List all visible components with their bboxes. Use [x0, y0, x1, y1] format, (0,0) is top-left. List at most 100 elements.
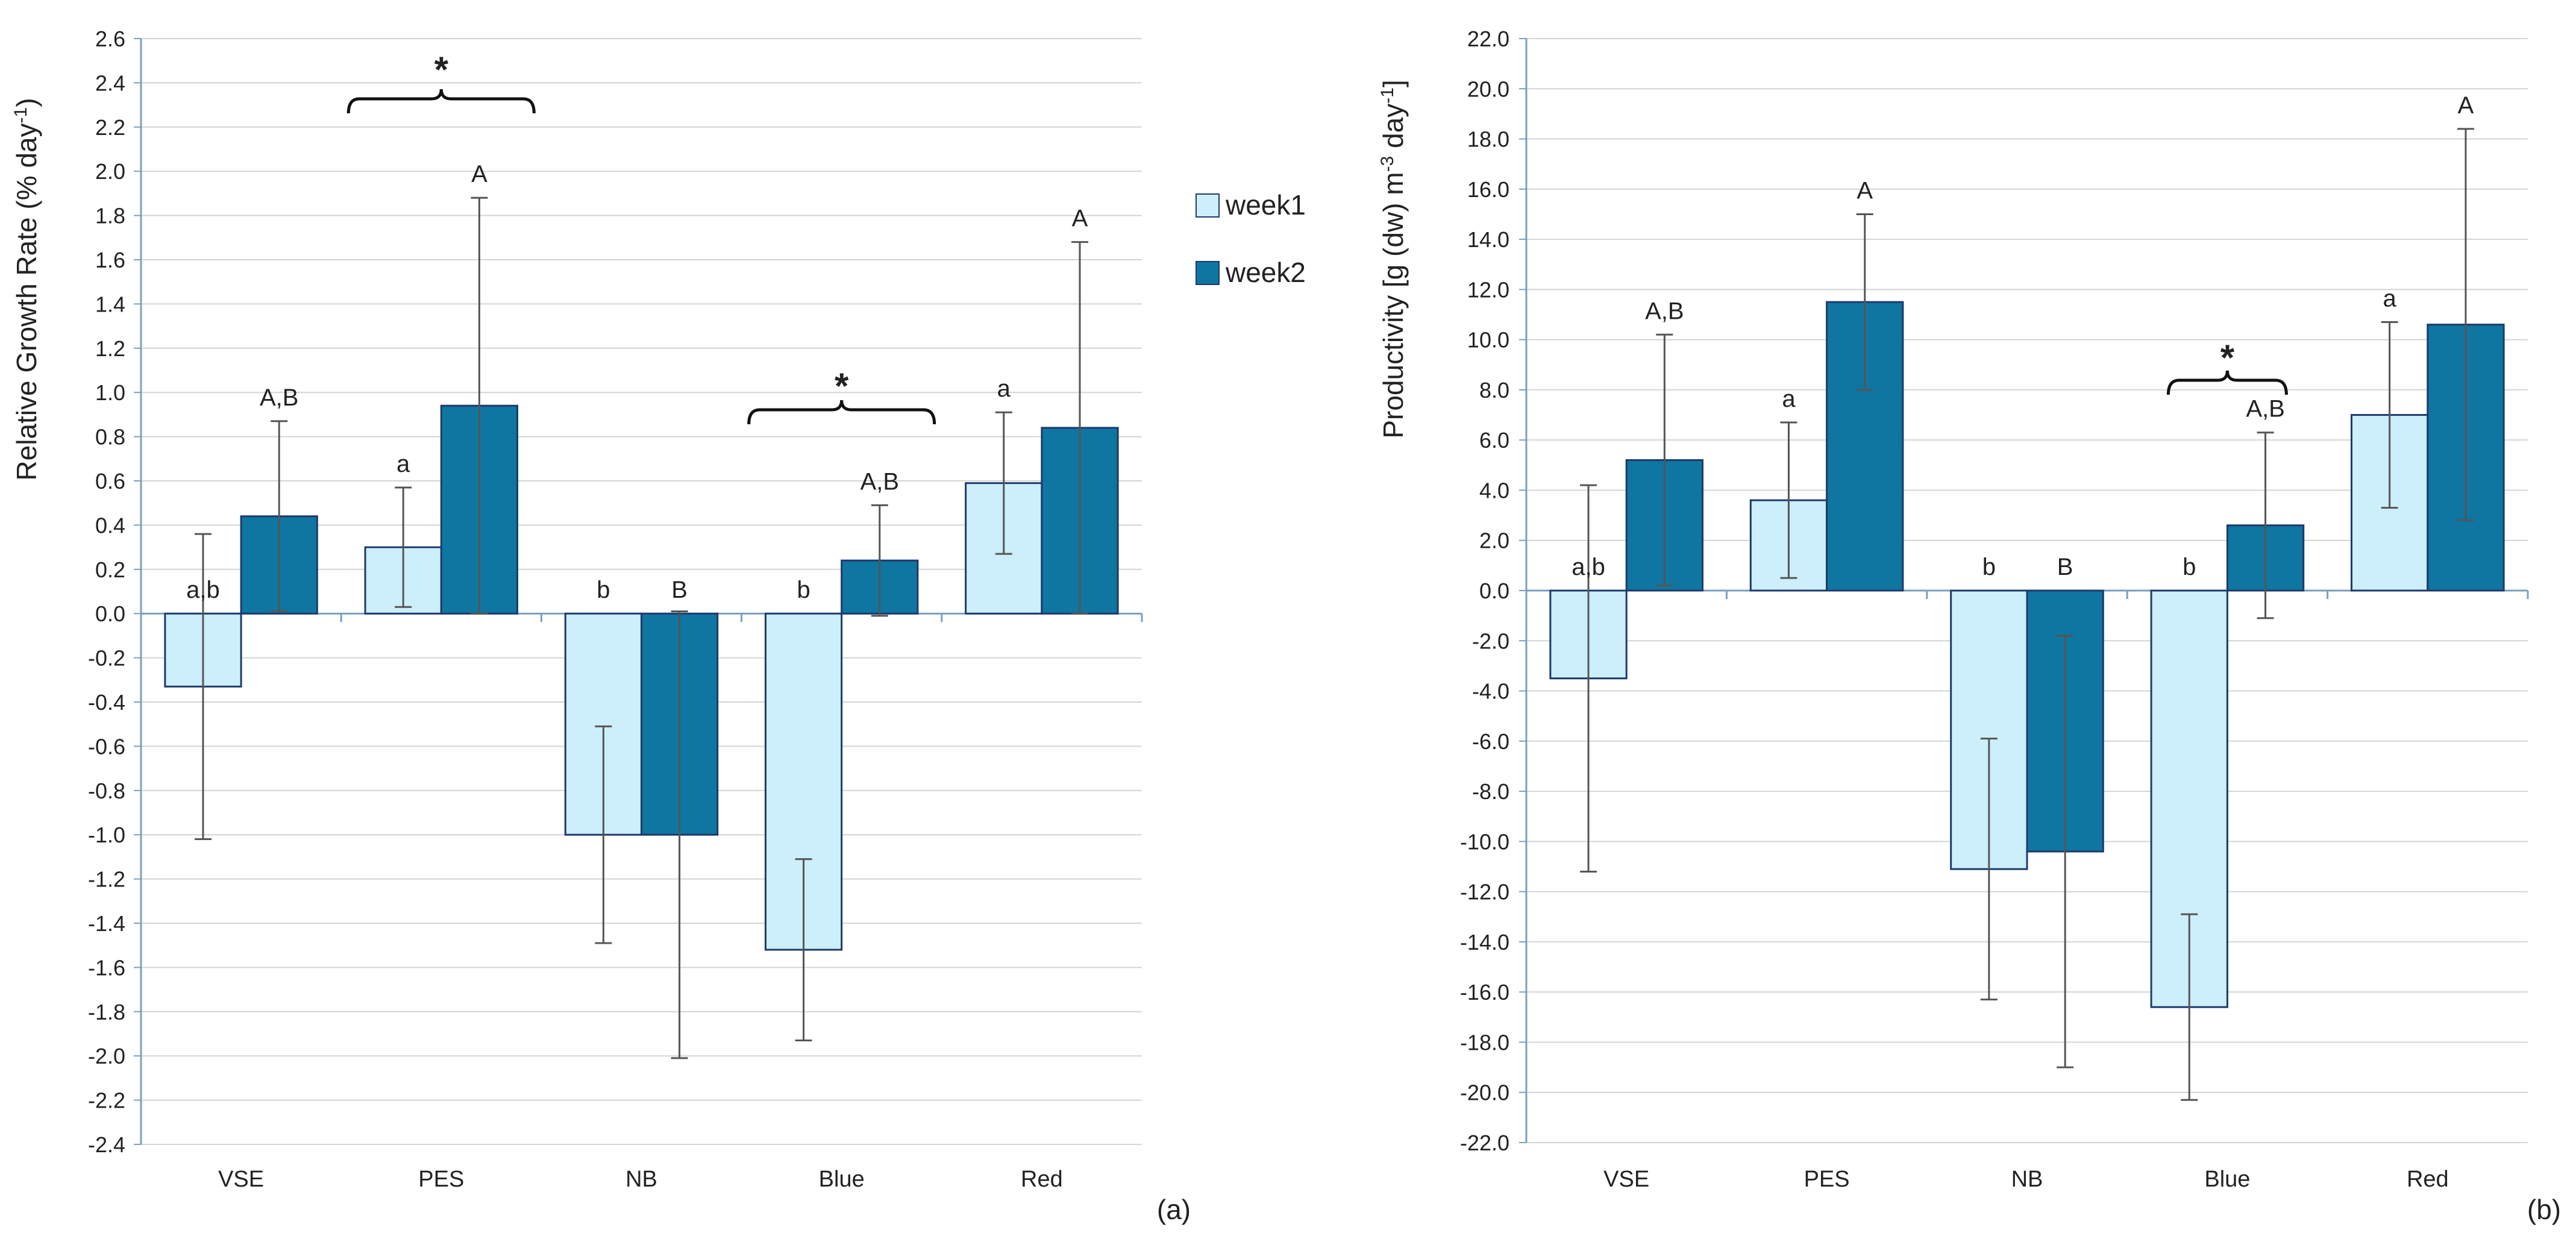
legend: week1 week2 — [1196, 189, 1306, 288]
y-axis-title-a: Relative Growth Rate (% day-1) — [11, 98, 42, 480]
panel-label-a: (a) — [1157, 1194, 1191, 1225]
significance-asterisk-b-Blue: * — [2220, 337, 2235, 378]
significance-letter-b-week1-Red: a — [2383, 285, 2397, 312]
significance-brace-a-PES — [346, 89, 536, 114]
y-tick-label-b-14: 6.0 — [1479, 428, 1509, 453]
x-category-label-a-VSE: VSE — [218, 1167, 264, 1192]
y-tick-label-b-3: -16.0 — [1460, 980, 1509, 1005]
y-tick-label-a-19: 1.4 — [95, 292, 125, 316]
y-tick-label-b-1: -20.0 — [1460, 1080, 1509, 1105]
y-tick-label-b-11: 0.0 — [1479, 579, 1509, 603]
significance-letter-a-week2-PES: A — [471, 161, 487, 187]
significance-letter-b-week1-PES: a — [1782, 386, 1796, 412]
significance-letter-b-week2-VSE: A,B — [1645, 298, 1684, 324]
y-tick-label-a-12: 0.0 — [95, 601, 125, 626]
legend-label-week2: week2 — [1225, 257, 1306, 288]
x-category-label-b-VSE: VSE — [1603, 1167, 1649, 1192]
y-tick-label-a-0: -2.4 — [88, 1132, 125, 1157]
chart-panel-b: -22.0-20.0-18.0-16.0-14.0-12.0-10.0-8.0-… — [1377, 27, 2561, 1225]
y-tick-label-b-4: -14.0 — [1460, 930, 1509, 955]
y-tick-label-a-2: -2.0 — [88, 1044, 125, 1068]
y-tick-label-a-5: -1.4 — [88, 911, 125, 936]
y-tick-label-a-8: -0.8 — [88, 779, 125, 803]
y-tick-label-b-5: -12.0 — [1460, 880, 1509, 905]
y-tick-label-b-21: 20.0 — [1467, 77, 1509, 101]
y-tick-label-a-24: 2.4 — [95, 71, 125, 95]
y-axis-title-part-b-0: Productivity [g (dw) m — [1377, 172, 1409, 438]
significance-letter-b-week1-NB: b — [1982, 554, 1996, 580]
significance-letter-a-week2-Blue: A,B — [860, 468, 899, 495]
y-tick-label-b-22: 22.0 — [1467, 27, 1509, 51]
y-tick-label-b-16: 10.0 — [1467, 328, 1509, 353]
y-tick-label-a-21: 1.8 — [95, 204, 125, 228]
y-axis-title-b: Productivity [g (dw) m-3 day-1] — [1377, 80, 1409, 438]
significance-letter-b-week2-Red: A — [2458, 92, 2474, 119]
x-category-label-a-PES: PES — [418, 1167, 464, 1192]
x-category-label-a-Blue: Blue — [819, 1167, 865, 1192]
significance-asterisk-a-Blue: * — [835, 366, 849, 406]
legend-label-week1: week1 — [1225, 189, 1306, 221]
chart-panel-a: -2.4 -2.2 -2.0 -1.8 -1.6 -1.4 -1.2 -1.0 -0.8 -0.6… — [11, 27, 1191, 1225]
y-tick-label-b-12: 2.0 — [1479, 528, 1509, 553]
y-tick-label-b-10: -2.0 — [1472, 629, 1509, 653]
y-tick-label-a-17: 1.0 — [95, 380, 125, 405]
significance-letter-a-week2-Red: A — [1072, 205, 1088, 232]
significance-letter-b-week1-VSE: a,b — [1572, 554, 1605, 580]
y-tick-label-a-22: 2.0 — [95, 159, 125, 184]
bar-a-week1-NB — [564, 612, 642, 836]
y-tick-label-b-6: -10.0 — [1460, 829, 1509, 854]
y-tick-label-a-14: 0.4 — [95, 513, 125, 538]
significance-letter-a-week1-Blue: b — [797, 577, 810, 603]
y-tick-label-a-1: -2.2 — [88, 1088, 125, 1113]
y-tick-label-b-0: -22.0 — [1460, 1131, 1509, 1155]
y-tick-label-a-18: 1.2 — [95, 336, 125, 361]
y-tick-label-b-7: -8.0 — [1472, 779, 1509, 804]
significance-letter-a-week1-NB: b — [597, 577, 610, 603]
y-axis-title-part-a-1: -1 — [11, 107, 31, 124]
y-tick-label-b-18: 14.0 — [1467, 227, 1509, 252]
x-category-label-a-Red: Red — [1021, 1167, 1063, 1192]
y-tick-label-b-20: 18.0 — [1467, 127, 1509, 152]
significance-letter-b-week1-Blue: b — [2183, 554, 2196, 580]
y-tick-label-a-11: -0.2 — [88, 646, 125, 671]
y-tick-label-b-8: -6.0 — [1472, 729, 1509, 754]
y-axis-title-part-b-3: -1 — [1377, 87, 1397, 104]
significance-brace-a-Blue — [747, 400, 936, 425]
legend-swatch-week2 — [1196, 261, 1220, 285]
x-category-label-b-Red: Red — [2407, 1167, 2449, 1192]
significance-letter-b-week2-Blue: A,B — [2246, 396, 2284, 422]
x-category-label-b-NB: NB — [2011, 1167, 2043, 1192]
y-tick-label-a-4: -1.6 — [88, 955, 125, 980]
y-tick-label-a-13: 0.2 — [95, 557, 125, 582]
x-category-label-a-NB: NB — [625, 1167, 657, 1192]
y-tick-label-a-16: 0.8 — [95, 425, 125, 450]
x-category-label-b-Blue: Blue — [2204, 1167, 2250, 1192]
y-axis-title-part-a-2: ) — [11, 98, 42, 107]
significance-brace-b-Blue — [2166, 370, 2288, 395]
significance-letter-a-week1-VSE: a,b — [186, 577, 220, 603]
y-axis-title-part-b-2: day — [1377, 104, 1409, 156]
y-tick-label-a-3: -1.8 — [88, 1000, 125, 1024]
y-tick-label-a-15: 0.6 — [95, 469, 125, 494]
y-tick-label-b-13: 4.0 — [1479, 478, 1509, 503]
y-axis-title-part-b-4: ] — [1377, 80, 1409, 87]
y-tick-label-b-15: 8.0 — [1479, 378, 1509, 403]
panel-label-b: (b) — [2527, 1194, 2561, 1225]
legend-swatch-week1 — [1196, 193, 1220, 218]
y-tick-label-a-9: -0.6 — [88, 734, 125, 759]
y-axis-title-part-b-1: -3 — [1377, 156, 1397, 172]
significance-letter-a-week2-NB: B — [671, 577, 688, 603]
y-tick-label-a-23: 2.2 — [95, 115, 125, 140]
y-tick-label-a-7: -1.0 — [88, 823, 125, 847]
y-tick-label-a-6: -1.2 — [88, 867, 125, 892]
y-tick-label-a-20: 1.6 — [95, 248, 125, 272]
y-tick-label-a-25: 2.6 — [95, 27, 125, 51]
y-tick-label-b-2: -18.0 — [1460, 1030, 1509, 1055]
y-tick-label-b-17: 12.0 — [1467, 277, 1509, 302]
x-category-label-b-PES: PES — [1804, 1167, 1850, 1192]
significance-letter-a-week1-Red: a — [997, 375, 1011, 402]
y-tick-label-a-10: -0.4 — [88, 690, 125, 715]
significance-letter-a-week2-VSE: A,B — [260, 384, 298, 411]
